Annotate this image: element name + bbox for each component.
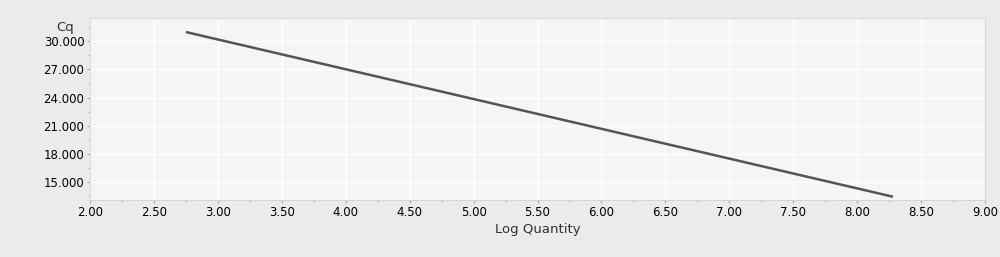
X-axis label: Log Quantity: Log Quantity bbox=[495, 223, 580, 236]
Text: Cq: Cq bbox=[56, 21, 74, 34]
